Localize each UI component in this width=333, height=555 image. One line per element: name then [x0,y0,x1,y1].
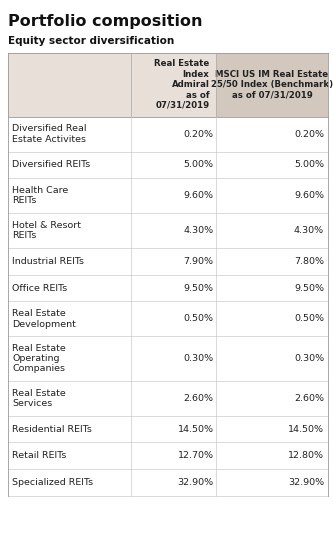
Text: 0.30%: 0.30% [294,354,324,363]
Text: 4.30%: 4.30% [294,226,324,235]
Text: 12.70%: 12.70% [177,451,213,460]
Text: 9.60%: 9.60% [183,191,213,200]
Bar [8,178,328,213]
Text: 4.30%: 4.30% [183,226,213,235]
Bar [8,469,328,496]
Bar [8,275,328,301]
Bar [8,117,328,152]
Text: Real Estate
Operating
Companies: Real Estate Operating Companies [12,344,66,374]
Text: Real Estate
Development: Real Estate Development [12,309,76,329]
Text: Residential REITs: Residential REITs [12,425,92,433]
Text: 2.60%: 2.60% [294,393,324,403]
Text: 32.90%: 32.90% [177,478,213,487]
Text: 9.50%: 9.50% [183,284,213,292]
Text: Diversified Real
Estate Activites: Diversified Real Estate Activites [12,124,87,144]
Text: Industrial REITs: Industrial REITs [12,257,84,266]
Text: Diversified REITs: Diversified REITs [12,160,91,169]
Text: MSCI US IM Real Estate
25/50 Index (Benchmark)
as of 07/31/2019: MSCI US IM Real Estate 25/50 Index (Benc… [211,70,333,99]
Bar [8,152,328,178]
Text: Specialized REITs: Specialized REITs [12,478,94,487]
Text: 0.30%: 0.30% [183,354,213,363]
Text: 2.60%: 2.60% [183,393,213,403]
Bar [8,442,328,469]
Text: 5.00%: 5.00% [294,160,324,169]
Text: 0.20%: 0.20% [183,129,213,139]
Bar [8,301,328,336]
Text: Hotel & Resort
REITs: Hotel & Resort REITs [12,221,81,240]
Text: Real Estate
Index
Admiral
as of
07/31/2019: Real Estate Index Admiral as of 07/31/20… [154,59,209,110]
Text: Office REITs: Office REITs [12,284,68,292]
Text: 0.50%: 0.50% [294,314,324,324]
Text: 14.50%: 14.50% [177,425,213,433]
Bar [8,248,328,275]
Bar [8,416,328,442]
Text: 12.80%: 12.80% [288,451,324,460]
Text: 32.90%: 32.90% [288,478,324,487]
Text: 14.50%: 14.50% [288,425,324,433]
Text: 0.20%: 0.20% [294,129,324,139]
Bar [8,53,216,117]
Text: 9.50%: 9.50% [294,284,324,292]
Text: Health Care
REITs: Health Care REITs [12,186,69,205]
Text: 0.50%: 0.50% [183,314,213,324]
Bar [8,213,328,248]
Text: Equity sector diversification: Equity sector diversification [8,36,174,46]
Text: 7.80%: 7.80% [294,257,324,266]
Bar [8,336,328,381]
Bar [216,53,328,117]
Bar [8,381,328,416]
Text: Retail REITs: Retail REITs [12,451,67,460]
Text: 5.00%: 5.00% [183,160,213,169]
Text: Portfolio composition: Portfolio composition [8,14,203,29]
Text: 7.90%: 7.90% [183,257,213,266]
Text: 9.60%: 9.60% [294,191,324,200]
Text: Real Estate
Services: Real Estate Services [12,388,66,408]
